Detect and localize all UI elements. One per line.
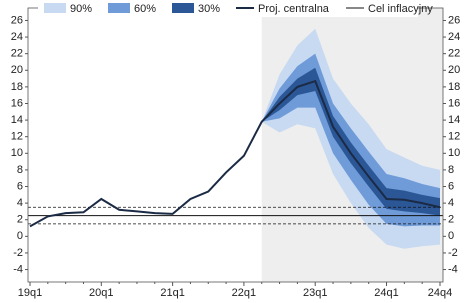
y2-tick-label: 18 xyxy=(448,81,460,93)
legend-swatch xyxy=(44,3,66,13)
y-tick-label: 16 xyxy=(11,97,23,109)
y-tick-label: 24 xyxy=(11,31,23,43)
y-tick-label: 20 xyxy=(11,64,23,76)
y-tick-label: 10 xyxy=(11,147,23,159)
legend-label: Proj. centralna xyxy=(258,3,330,15)
legend-swatch xyxy=(172,3,194,13)
y-tick-label: 18 xyxy=(11,81,23,93)
y-tick-label: 14 xyxy=(11,114,23,126)
fan-band xyxy=(261,53,440,227)
legend-label: 30% xyxy=(198,3,220,15)
y2-tick-label: 26 xyxy=(448,14,460,26)
x-tick-label: 20q1 xyxy=(89,287,113,299)
y2-tick-label: 24 xyxy=(448,31,460,43)
y2-tick-label: 10 xyxy=(448,147,460,159)
x-tick-label: 23q1 xyxy=(303,287,327,299)
y-tick-label: 12 xyxy=(11,131,23,143)
y-tick-label: 0 xyxy=(17,230,23,242)
x-tick-label: 21q1 xyxy=(160,287,184,299)
legend-label: 90% xyxy=(70,3,92,15)
fan-band xyxy=(261,67,440,216)
y-tick-label: 2 xyxy=(17,214,23,226)
x-tick-label: 24q4 xyxy=(428,287,452,299)
y2-tick-label: -4 xyxy=(448,263,458,275)
y2-tick-label: 22 xyxy=(448,48,460,60)
y-tick-label: 26 xyxy=(11,14,23,26)
y2-tick-label: 16 xyxy=(448,97,460,109)
legend-swatch xyxy=(108,3,130,13)
y-tick-label: 8 xyxy=(17,164,23,176)
y2-tick-label: -2 xyxy=(448,247,458,259)
y-tick-label: 22 xyxy=(11,48,23,60)
y2-tick-label: 20 xyxy=(448,64,460,76)
y2-tick-label: 8 xyxy=(448,164,454,176)
x-tick-label: 22q1 xyxy=(232,287,256,299)
central-line xyxy=(29,79,441,228)
y-tick-label: 4 xyxy=(17,197,23,209)
legend-label: 60% xyxy=(134,3,156,15)
legend-box xyxy=(38,0,418,17)
legend-label: Cel inflacyjny xyxy=(368,3,433,15)
x-tick-label: 19q1 xyxy=(18,287,42,299)
y2-tick-label: 4 xyxy=(448,197,454,209)
y-tick-label: -2 xyxy=(13,247,23,259)
y2-tick-label: 2 xyxy=(448,214,454,226)
y-tick-label: -4 xyxy=(13,263,23,275)
y-tick-label: 6 xyxy=(17,180,23,192)
y2-tick-label: 0 xyxy=(448,230,454,242)
x-tick-label: 24q1 xyxy=(374,287,398,299)
y2-tick-label: 12 xyxy=(448,131,460,143)
y2-tick-label: 6 xyxy=(448,180,454,192)
y2-tick-label: 14 xyxy=(448,114,460,126)
